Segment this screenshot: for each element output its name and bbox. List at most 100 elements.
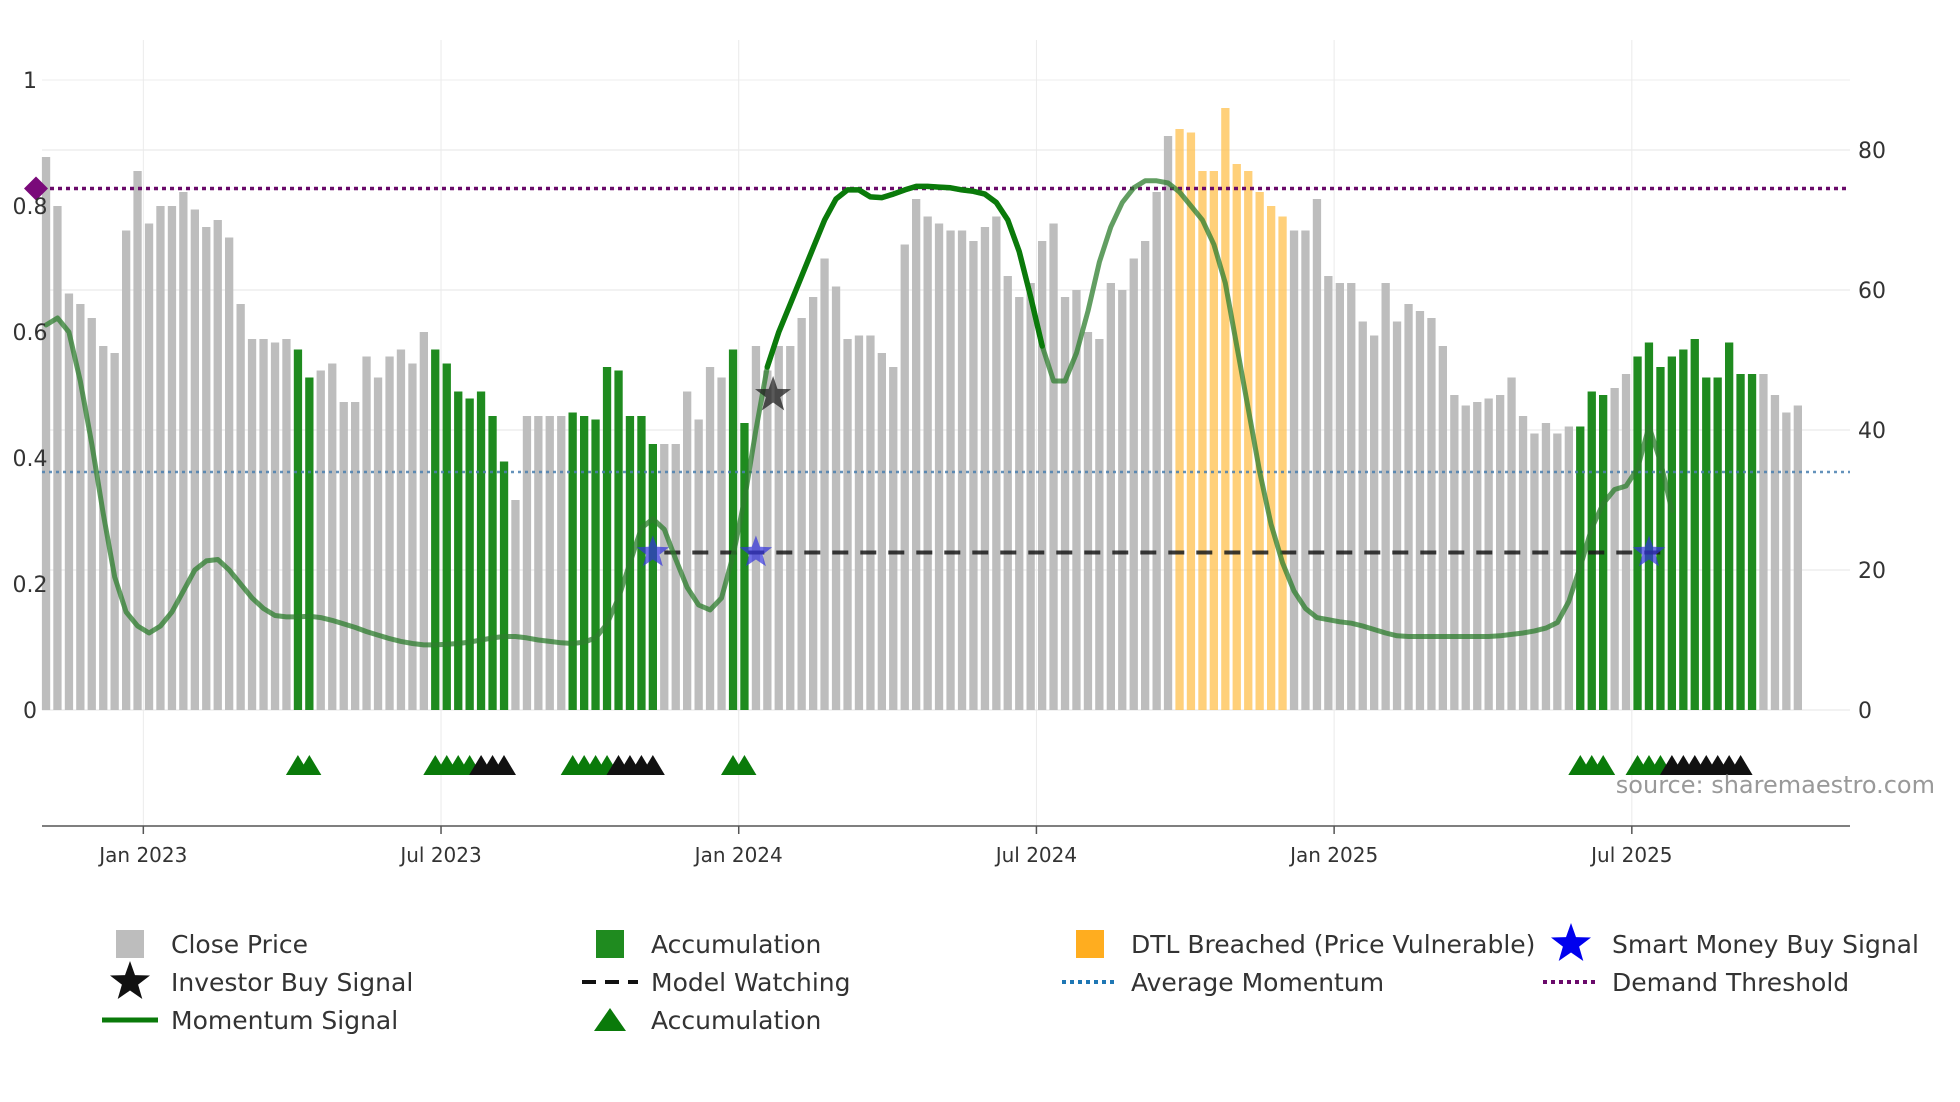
close-bar bbox=[328, 363, 337, 710]
smart-money-buy-star bbox=[636, 535, 669, 567]
blue-star-icon bbox=[1551, 923, 1591, 961]
accumulation-marker bbox=[1591, 755, 1616, 775]
left-axis-tick: 1 bbox=[23, 69, 37, 94]
close-bar bbox=[511, 500, 520, 710]
close-bar bbox=[41, 157, 51, 710]
legend-label: Smart Money Buy Signal bbox=[1612, 930, 1919, 959]
accumulation-bar bbox=[1679, 349, 1688, 710]
dtl-bar bbox=[1175, 129, 1184, 710]
legend-label: Demand Threshold bbox=[1612, 968, 1849, 997]
smart-money-buy-star bbox=[739, 535, 773, 567]
close-bar bbox=[419, 332, 428, 710]
close-bar bbox=[900, 244, 909, 710]
close-bar bbox=[1152, 192, 1161, 710]
investor-buy-star bbox=[755, 376, 792, 411]
accumulation-bar bbox=[648, 444, 657, 710]
dtl-bar bbox=[1278, 216, 1287, 710]
close-bar bbox=[1438, 346, 1447, 710]
legend-item-close: Close Price bbox=[116, 930, 308, 959]
close-bar bbox=[156, 206, 165, 710]
close-bar bbox=[820, 258, 829, 710]
close-bar bbox=[316, 370, 325, 710]
accumulation-bar bbox=[637, 416, 646, 710]
close-bar bbox=[969, 241, 978, 710]
accumulation-bar bbox=[602, 367, 612, 710]
close-bar bbox=[1312, 199, 1322, 710]
close-bar bbox=[980, 227, 990, 710]
accumulation-bar bbox=[1702, 377, 1711, 710]
legend-label: DTL Breached (Price Vulnerable) bbox=[1131, 930, 1535, 959]
close-bar bbox=[1759, 374, 1768, 710]
smart-money-buy-star bbox=[1632, 535, 1666, 567]
close-bar bbox=[522, 416, 532, 710]
accumulation-bar bbox=[740, 423, 749, 710]
close-bar bbox=[705, 367, 715, 710]
demand-threshold-marker bbox=[24, 176, 48, 201]
close-bar bbox=[339, 402, 348, 710]
close-bar bbox=[247, 339, 257, 710]
close-bar bbox=[1003, 276, 1012, 710]
close-bar bbox=[1541, 423, 1551, 710]
close-bar bbox=[1324, 276, 1333, 710]
accumulation-bar bbox=[1690, 339, 1699, 710]
legend-label: Accumulation bbox=[651, 1006, 821, 1035]
close-bar bbox=[259, 339, 268, 710]
accumulation-bar bbox=[1736, 374, 1745, 710]
model-watching-marker bbox=[1728, 755, 1753, 775]
close-bar bbox=[1049, 223, 1058, 710]
accumulation-bar bbox=[1747, 374, 1757, 710]
signal-lines bbox=[42, 178, 1850, 648]
accumulation-bar bbox=[476, 391, 486, 710]
close-bar bbox=[213, 220, 222, 710]
legend-label: Average Momentum bbox=[1131, 968, 1384, 997]
close-bar bbox=[1461, 405, 1470, 710]
accumulation-bar bbox=[568, 412, 577, 710]
right-axis-tick: 80 bbox=[1858, 139, 1886, 164]
accumulation-bar bbox=[488, 416, 497, 710]
dtl-bar bbox=[1209, 171, 1218, 710]
close-bar bbox=[671, 444, 680, 710]
right-axis-tick: 0 bbox=[1858, 699, 1872, 724]
close-bar bbox=[774, 346, 783, 710]
close-bar bbox=[866, 335, 875, 710]
close-bar bbox=[831, 286, 841, 710]
close-bar bbox=[110, 353, 119, 710]
close-bar bbox=[1026, 283, 1035, 710]
green-square-icon bbox=[596, 930, 624, 958]
close-bar bbox=[362, 356, 371, 710]
accumulation-bar bbox=[1633, 356, 1642, 710]
close-bar bbox=[1347, 283, 1356, 710]
close-bar bbox=[1301, 230, 1310, 710]
close-bar bbox=[144, 223, 154, 710]
close-bar bbox=[1473, 402, 1482, 710]
close-bar bbox=[1129, 258, 1138, 710]
accumulation-bar bbox=[431, 349, 440, 710]
close-bar bbox=[957, 230, 967, 710]
x-axis-date-label: Jan 2023 bbox=[97, 843, 187, 867]
close-bar bbox=[1496, 395, 1505, 710]
accumulation-bar bbox=[293, 349, 303, 710]
close-bar bbox=[64, 293, 74, 710]
close-bar bbox=[225, 237, 234, 710]
accumulation-bar bbox=[591, 419, 600, 710]
black-star-icon bbox=[110, 961, 150, 999]
accumulation-bar bbox=[1667, 356, 1676, 710]
close-bar bbox=[1770, 395, 1780, 710]
close-bar bbox=[1072, 290, 1081, 710]
legend: Close Price Accumulation DTL Breached (Pri… bbox=[102, 923, 1919, 1035]
close-bar bbox=[1610, 388, 1619, 710]
close-bar bbox=[751, 346, 761, 710]
close-bar bbox=[683, 391, 692, 710]
legend-item-accum_bar: Accumulation bbox=[596, 930, 821, 959]
x-axis-date-label: Jul 2023 bbox=[398, 843, 481, 867]
close-bar bbox=[912, 199, 921, 710]
close-bar bbox=[854, 335, 864, 710]
accumulation-bar bbox=[499, 461, 509, 710]
close-bar bbox=[557, 416, 566, 710]
legend-label: Close Price bbox=[171, 930, 308, 959]
close-bar bbox=[763, 370, 772, 710]
legend-label: Model Watching bbox=[651, 968, 851, 997]
close-bar bbox=[1507, 377, 1516, 710]
right-axis-tick: 40 bbox=[1858, 419, 1886, 444]
gray-square-icon bbox=[116, 930, 144, 958]
